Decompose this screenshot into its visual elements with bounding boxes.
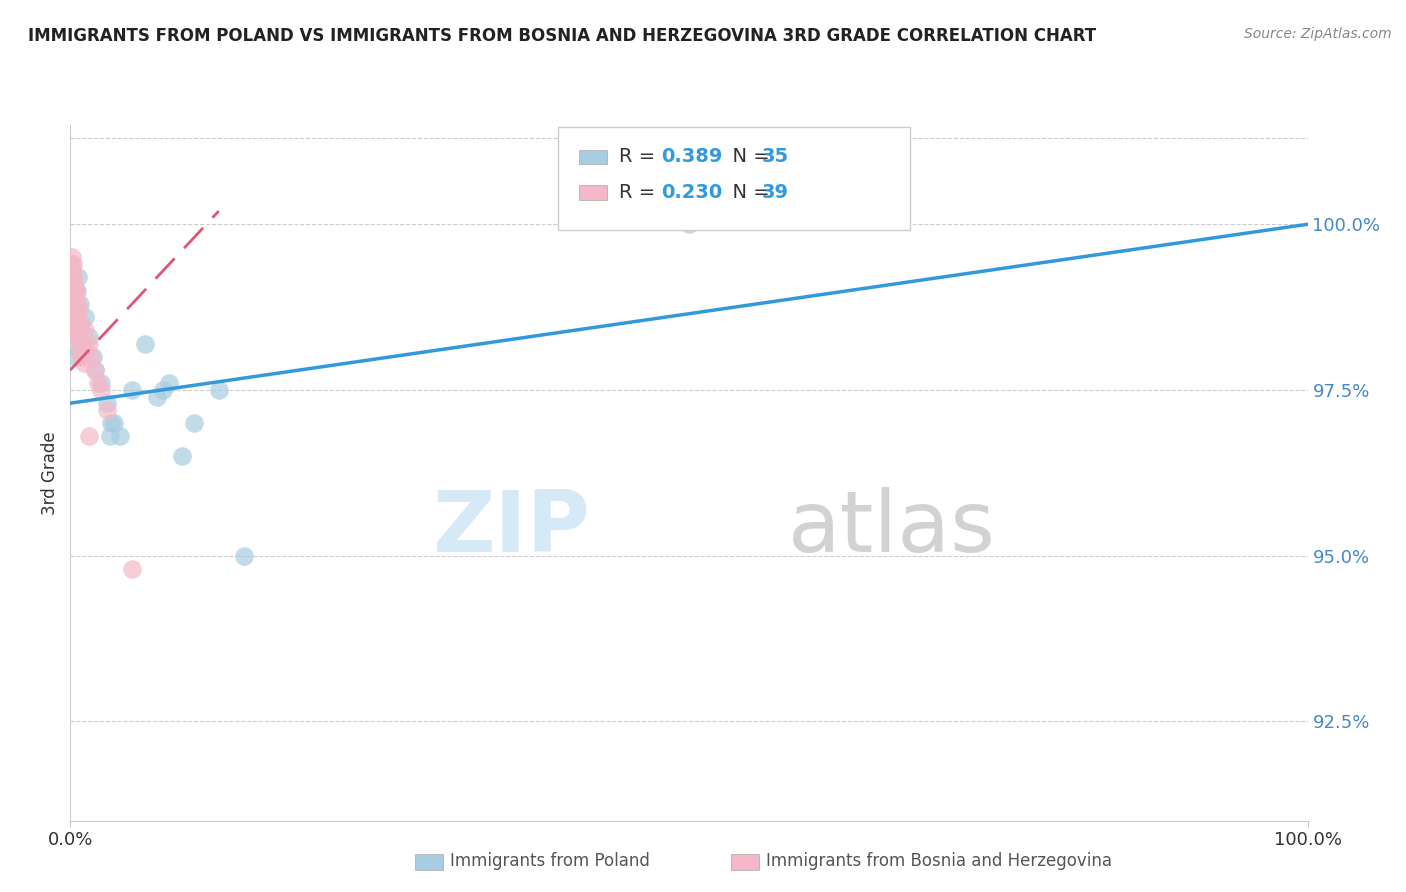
Point bbox=[134, 336, 156, 351]
Point bbox=[84, 363, 107, 377]
Text: 35: 35 bbox=[762, 147, 789, 166]
Point bbox=[67, 330, 90, 344]
Point bbox=[103, 416, 125, 430]
Point bbox=[65, 323, 87, 337]
Point bbox=[65, 330, 87, 344]
Point bbox=[67, 317, 90, 331]
Point bbox=[86, 376, 108, 391]
Point bbox=[146, 390, 169, 404]
Text: N =: N = bbox=[720, 147, 776, 166]
Point bbox=[152, 383, 174, 397]
Text: R =: R = bbox=[619, 183, 661, 202]
Point bbox=[108, 429, 131, 443]
Point bbox=[69, 336, 91, 351]
Point bbox=[63, 303, 86, 318]
Point bbox=[66, 317, 89, 331]
Point bbox=[69, 317, 91, 331]
Point bbox=[208, 383, 231, 397]
Point bbox=[121, 562, 143, 576]
Point bbox=[232, 549, 254, 563]
Point bbox=[69, 350, 91, 364]
Text: IMMIGRANTS FROM POLAND VS IMMIGRANTS FROM BOSNIA AND HERZEGOVINA 3RD GRADE CORRE: IMMIGRANTS FROM POLAND VS IMMIGRANTS FRO… bbox=[28, 27, 1097, 45]
Text: 0.230: 0.230 bbox=[661, 183, 723, 202]
Point bbox=[75, 343, 97, 358]
Point bbox=[90, 376, 112, 391]
Point bbox=[66, 303, 89, 318]
Point bbox=[60, 257, 83, 271]
Point bbox=[60, 251, 83, 265]
Point bbox=[96, 396, 118, 410]
Text: 39: 39 bbox=[762, 183, 789, 202]
Point bbox=[77, 336, 100, 351]
Point bbox=[98, 429, 121, 443]
Text: atlas: atlas bbox=[787, 487, 995, 570]
Point bbox=[67, 303, 90, 318]
Point bbox=[77, 429, 100, 443]
Point bbox=[62, 284, 84, 298]
Text: Source: ZipAtlas.com: Source: ZipAtlas.com bbox=[1244, 27, 1392, 41]
Point bbox=[73, 356, 96, 370]
Point bbox=[70, 350, 93, 364]
Point bbox=[66, 270, 89, 285]
Point bbox=[63, 284, 86, 298]
Point bbox=[65, 323, 87, 337]
Point bbox=[62, 263, 84, 277]
Point bbox=[70, 317, 93, 331]
Point bbox=[60, 277, 83, 291]
Point bbox=[65, 310, 87, 324]
Text: Immigrants from Bosnia and Herzegovina: Immigrants from Bosnia and Herzegovina bbox=[766, 852, 1112, 870]
Point bbox=[69, 297, 91, 311]
Point bbox=[65, 284, 87, 298]
Point bbox=[77, 330, 100, 344]
Point bbox=[84, 363, 107, 377]
Point bbox=[63, 277, 86, 291]
Point bbox=[63, 290, 86, 304]
Point bbox=[62, 270, 84, 285]
Point bbox=[67, 343, 90, 358]
Text: R =: R = bbox=[619, 147, 661, 166]
Point bbox=[72, 336, 94, 351]
Point bbox=[82, 350, 104, 364]
Point bbox=[170, 449, 193, 463]
Point bbox=[90, 383, 112, 397]
Point bbox=[678, 217, 700, 231]
Point bbox=[100, 416, 122, 430]
Point bbox=[65, 330, 87, 344]
Point bbox=[62, 310, 84, 324]
Point bbox=[62, 317, 84, 331]
Point bbox=[96, 402, 118, 417]
Point bbox=[62, 257, 84, 271]
Point bbox=[60, 297, 83, 311]
Point bbox=[157, 376, 180, 391]
Point bbox=[121, 383, 143, 397]
Text: ZIP: ZIP bbox=[432, 487, 591, 570]
Point bbox=[72, 336, 94, 351]
Point bbox=[69, 343, 91, 358]
Y-axis label: 3rd Grade: 3rd Grade bbox=[41, 431, 59, 515]
Text: Immigrants from Poland: Immigrants from Poland bbox=[450, 852, 650, 870]
Point bbox=[183, 416, 205, 430]
Text: N =: N = bbox=[720, 183, 776, 202]
Point bbox=[66, 284, 89, 298]
Point bbox=[65, 350, 87, 364]
Point bbox=[80, 350, 103, 364]
Point bbox=[69, 330, 91, 344]
Point bbox=[60, 270, 83, 285]
Point bbox=[60, 263, 83, 277]
Point bbox=[66, 297, 89, 311]
Point bbox=[63, 290, 86, 304]
Point bbox=[75, 323, 97, 337]
Text: 0.389: 0.389 bbox=[661, 147, 723, 166]
Point bbox=[75, 310, 97, 324]
